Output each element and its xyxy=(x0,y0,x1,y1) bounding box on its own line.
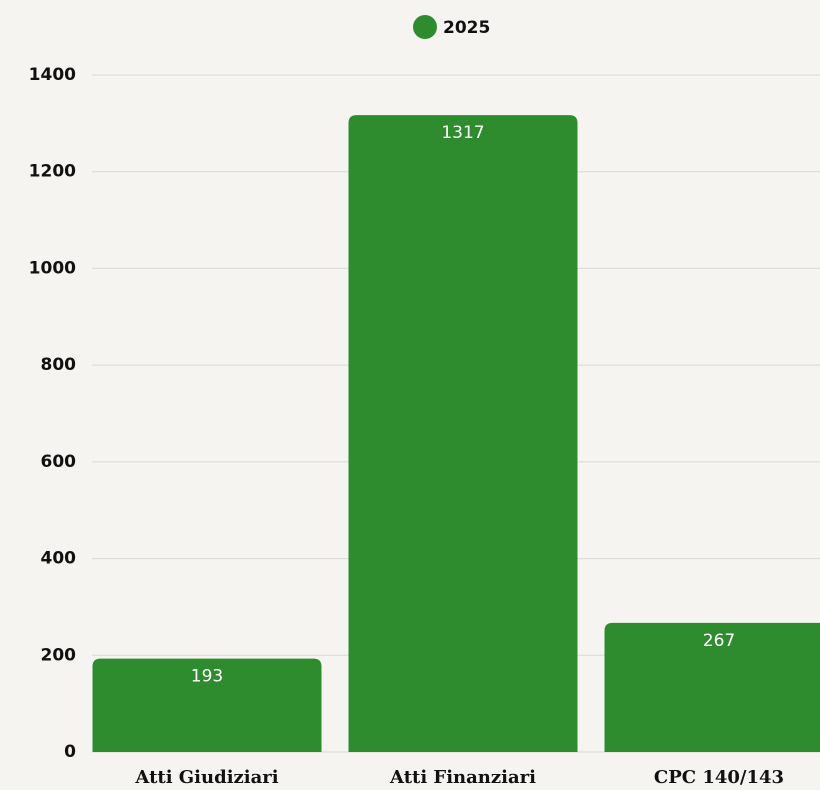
data-label: 193 xyxy=(191,667,223,687)
x-tick-label: CPC 140/143 xyxy=(654,767,784,788)
y-tick-label: 800 xyxy=(41,355,77,375)
y-tick-label: 400 xyxy=(41,549,77,569)
x-tick-label: Atti Giudiziari xyxy=(134,767,278,788)
data-label: 1317 xyxy=(441,123,484,143)
y-tick-label: 600 xyxy=(41,452,77,472)
bar xyxy=(348,115,578,753)
legend-swatch xyxy=(413,15,437,39)
legend-label: 2025 xyxy=(443,18,490,38)
data-label: 267 xyxy=(703,631,735,651)
y-tick-label: 1200 xyxy=(29,162,76,182)
y-tick-label: 1000 xyxy=(29,258,76,278)
bar xyxy=(92,658,322,752)
bar xyxy=(604,622,820,752)
y-tick-label: 0 xyxy=(64,742,76,762)
y-tick-label: 1400 xyxy=(29,65,76,85)
y-tick-label: 200 xyxy=(41,645,77,665)
x-tick-label: Atti Finanziari xyxy=(389,767,536,788)
